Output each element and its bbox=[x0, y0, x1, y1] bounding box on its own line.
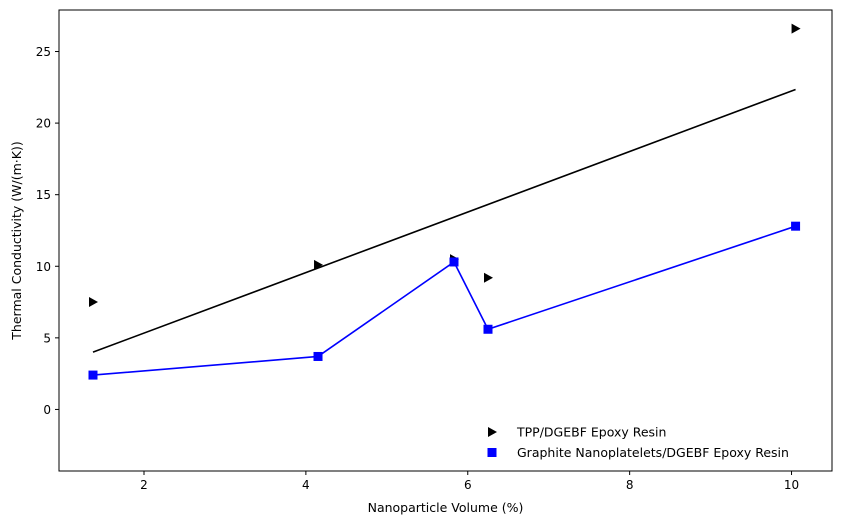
plot-area bbox=[58, 9, 833, 472]
series-markers bbox=[88, 23, 801, 380]
legend-item-tpp: TPP/DGEBF Epoxy Resin bbox=[488, 425, 666, 440]
y-axis-ticks: 0 5 10 15 20 25 bbox=[36, 45, 59, 417]
data-point-square bbox=[791, 221, 801, 231]
x-tick-label: 6 bbox=[464, 478, 472, 492]
x-axis-title: Nanoparticle Volume (%) bbox=[368, 500, 524, 515]
data-point-triangle bbox=[314, 259, 324, 270]
legend-item-graphite: Graphite Nanoplatelets/DGEBF Epoxy Resin bbox=[487, 445, 789, 460]
x-tick-label: 4 bbox=[302, 478, 310, 492]
data-point-square bbox=[483, 324, 493, 334]
legend-marker-graphite bbox=[487, 448, 497, 457]
y-tick-label: 10 bbox=[36, 260, 51, 274]
legend-label-graphite: Graphite Nanoplatelets/DGEBF Epoxy Resin bbox=[517, 445, 789, 460]
y-axis-title: Thermal Conductivity (W/(m·K)) bbox=[9, 141, 24, 340]
legend: TPP/DGEBF Epoxy Resin Graphite Nanoplate… bbox=[487, 425, 789, 460]
data-point-triangle bbox=[483, 272, 493, 283]
x-axis-ticks: 2 4 6 8 10 bbox=[140, 471, 799, 492]
data-point-square bbox=[449, 257, 459, 267]
y-tick-label: 15 bbox=[36, 188, 51, 202]
legend-marker-tpp bbox=[488, 427, 497, 437]
y-tick-label: 20 bbox=[36, 117, 51, 131]
data-point-square bbox=[88, 370, 98, 380]
legend-label-tpp: TPP/DGEBF Epoxy Resin bbox=[516, 425, 666, 440]
y-tick-label: 0 bbox=[43, 403, 51, 417]
trend-line bbox=[92, 88, 796, 353]
data-point-square bbox=[313, 351, 323, 361]
x-tick-label: 8 bbox=[626, 478, 634, 492]
data-point-triangle bbox=[791, 23, 801, 34]
x-tick-label: 2 bbox=[140, 478, 148, 492]
data-point-triangle bbox=[88, 297, 98, 308]
y-tick-label: 5 bbox=[43, 331, 51, 345]
x-tick-label: 10 bbox=[784, 478, 799, 492]
y-tick-label: 25 bbox=[36, 45, 51, 59]
